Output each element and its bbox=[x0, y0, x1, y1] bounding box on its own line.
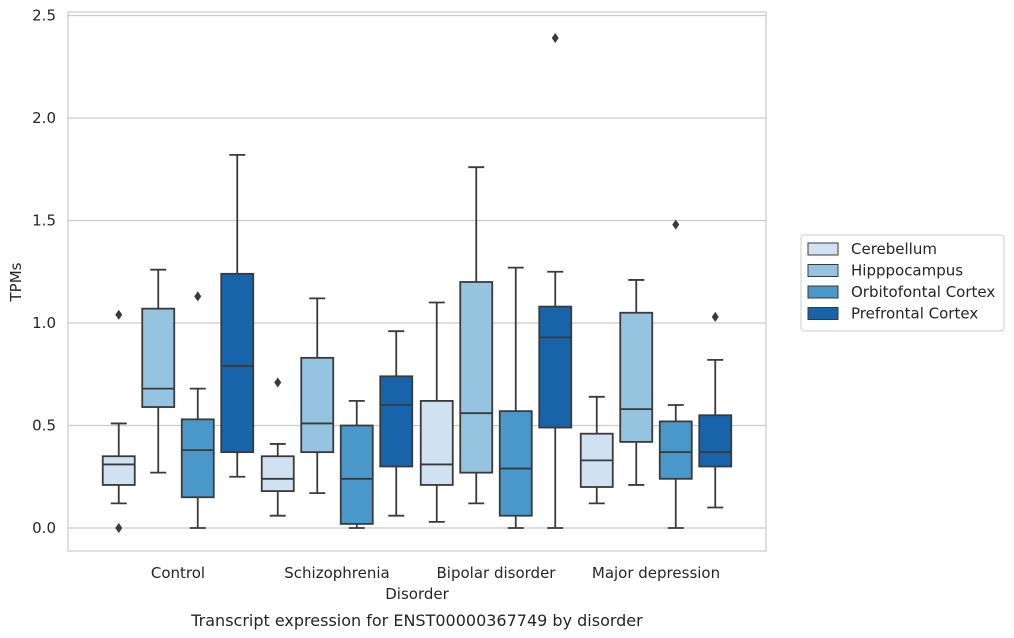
y-tick-label: 1.0 bbox=[32, 314, 56, 332]
box-group bbox=[339, 399, 374, 529]
box-group bbox=[658, 219, 693, 529]
box-rect bbox=[339, 424, 374, 525]
box-group bbox=[698, 311, 733, 509]
box-rect bbox=[498, 410, 533, 517]
box-rect bbox=[220, 272, 255, 454]
x-tick-label: Schizophrenia bbox=[284, 564, 389, 582]
box-group bbox=[379, 330, 414, 517]
box-group bbox=[538, 33, 573, 529]
x-tick-label: Control bbox=[151, 564, 205, 582]
box-group bbox=[619, 279, 654, 486]
box-group bbox=[101, 309, 136, 533]
box-group bbox=[180, 291, 215, 529]
y-tick-label: 2.5 bbox=[32, 7, 56, 25]
legend-label: Cerebellum bbox=[851, 240, 937, 258]
legend-swatch bbox=[807, 285, 839, 299]
y-tick-label: 0.5 bbox=[32, 417, 56, 435]
plot-frame bbox=[67, 11, 767, 552]
box-rect bbox=[101, 455, 136, 486]
box-outlier bbox=[194, 291, 202, 302]
y-axis-ticks: 0.0 0.5 1.0 1.5 2.0 2.5 bbox=[32, 7, 56, 538]
box-rect bbox=[658, 420, 693, 480]
box-group bbox=[220, 153, 255, 478]
box-outlier bbox=[551, 33, 559, 44]
box-rect bbox=[180, 418, 215, 499]
box-group bbox=[579, 395, 614, 505]
box-outlier bbox=[672, 219, 680, 230]
legend-item: Prefrontal Cortex bbox=[807, 305, 978, 323]
legend-item: Orbitofontal Cortex bbox=[807, 283, 995, 301]
box-groups bbox=[101, 33, 733, 533]
box-rect bbox=[459, 281, 494, 474]
legend-label: Hipppocampus bbox=[851, 262, 963, 280]
y-axis-label: TPMs bbox=[7, 262, 25, 302]
box-outlier bbox=[115, 523, 123, 533]
box-rect bbox=[619, 311, 654, 443]
chart-caption: Transcript expression for ENST0000036774… bbox=[190, 611, 643, 630]
box-outlier bbox=[711, 311, 719, 322]
box-group bbox=[300, 297, 335, 495]
legend-swatch bbox=[807, 264, 839, 277]
box-rect bbox=[300, 356, 335, 454]
box-group bbox=[498, 266, 533, 529]
x-axis-ticks: Control Schizophrenia Bipolar disorder Majo… bbox=[151, 564, 720, 582]
legend-swatch bbox=[807, 242, 839, 256]
x-axis-label: Disorder bbox=[385, 585, 449, 603]
box-rect bbox=[419, 399, 454, 486]
legend: Cerebellum Hipppocampus Orbitofontal Corte… bbox=[800, 234, 1005, 332]
box-group bbox=[141, 268, 176, 474]
box-rect bbox=[698, 414, 733, 468]
box-group bbox=[260, 377, 295, 517]
x-tick-label: Major depression bbox=[592, 564, 720, 582]
box-group bbox=[419, 301, 454, 523]
box-group bbox=[459, 166, 494, 505]
legend-item: Hipppocampus bbox=[807, 262, 963, 280]
y-tick-label: 2.0 bbox=[32, 109, 56, 127]
x-tick-label: Bipolar disorder bbox=[437, 564, 557, 582]
legend-item: Cerebellum bbox=[807, 240, 937, 258]
legend-frame bbox=[800, 234, 1005, 332]
y-tick-label: 1.5 bbox=[32, 212, 56, 230]
legend-label: Prefrontal Cortex bbox=[851, 305, 978, 323]
box-rect bbox=[141, 307, 176, 408]
box-outlier bbox=[115, 309, 123, 320]
legend-label: Orbitofontal Cortex bbox=[851, 283, 995, 301]
box-rect bbox=[379, 375, 414, 468]
legend-swatch bbox=[807, 307, 839, 320]
box-outlier bbox=[274, 377, 282, 388]
y-tick-label: 0.0 bbox=[32, 519, 56, 537]
box-rect bbox=[260, 455, 295, 492]
box-rect bbox=[538, 305, 573, 429]
